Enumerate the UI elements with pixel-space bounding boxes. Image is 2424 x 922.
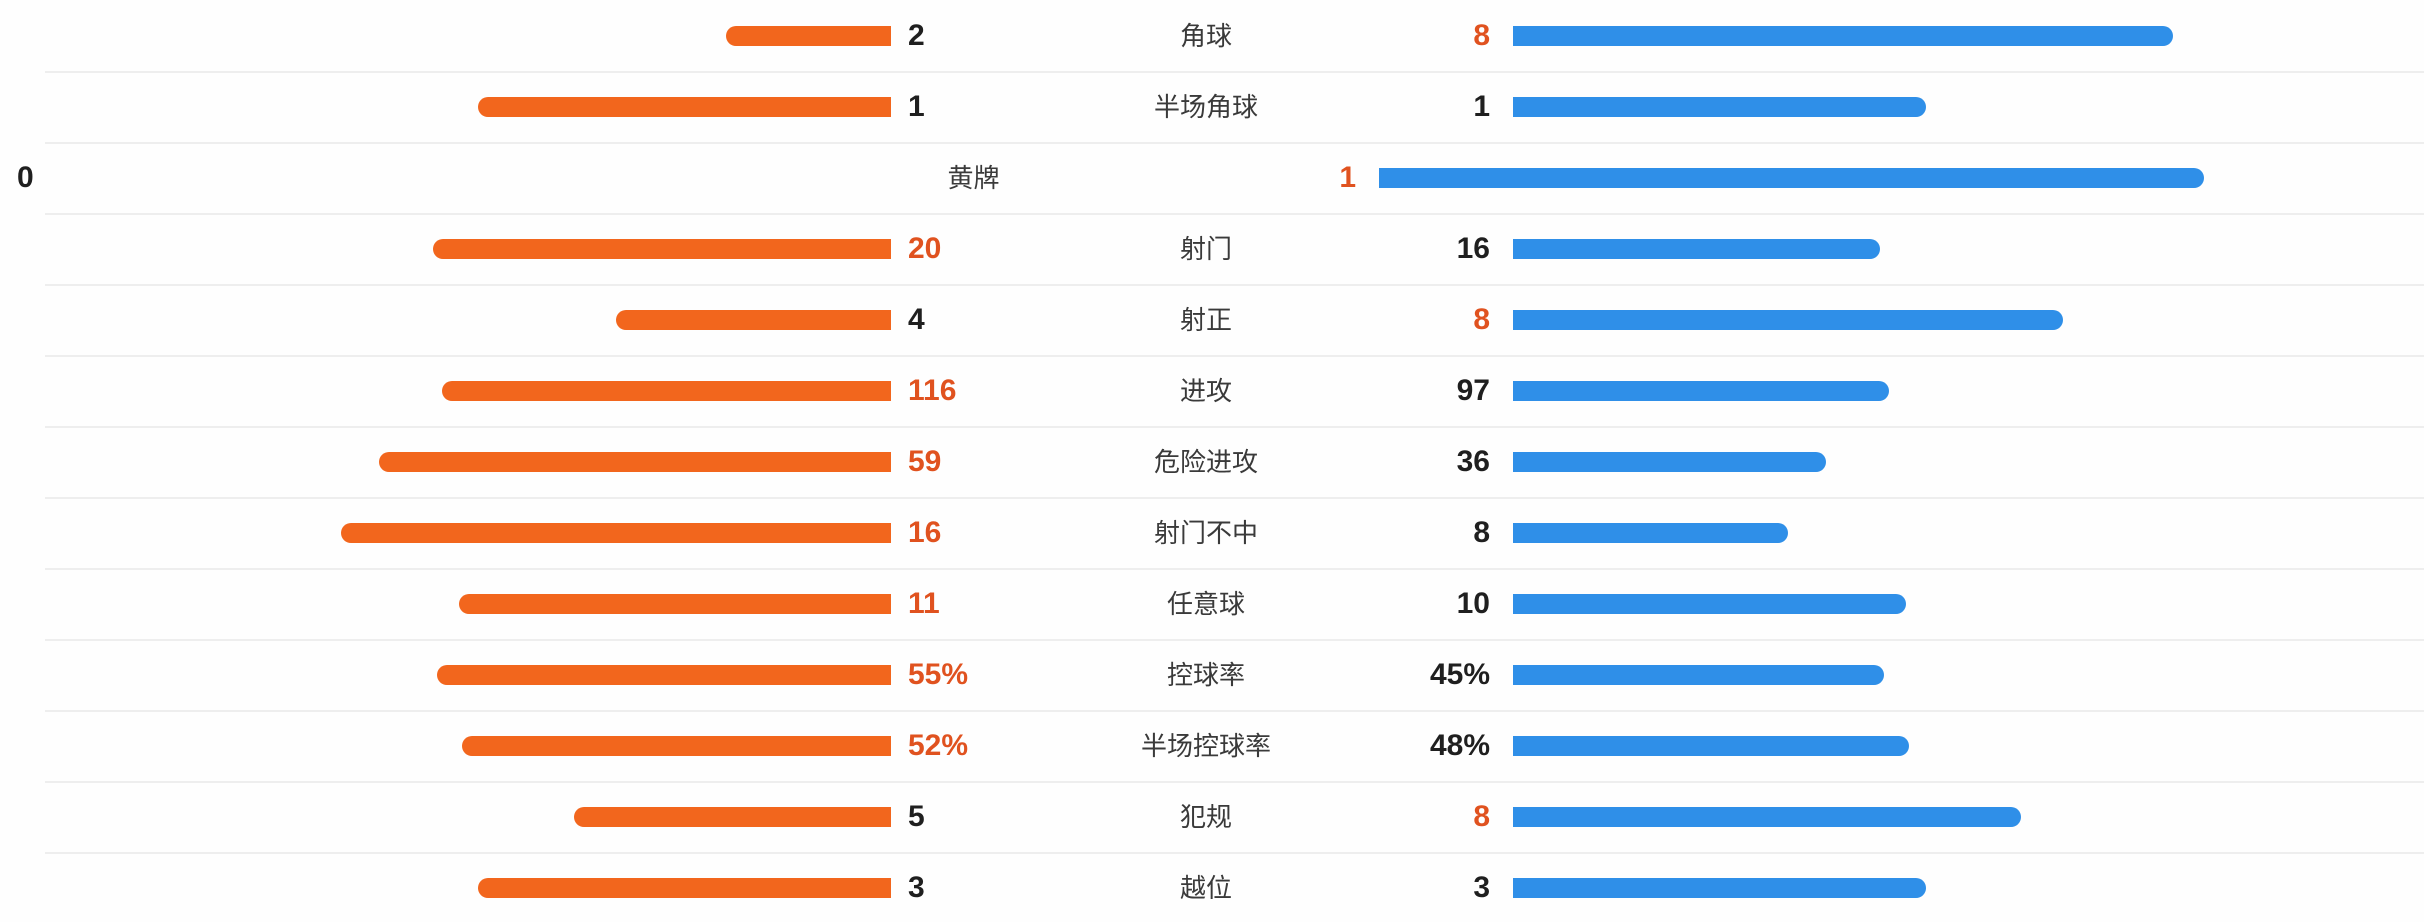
home-bar xyxy=(478,96,891,117)
away-bar xyxy=(1513,380,1889,401)
stat-label: 犯规 xyxy=(1179,801,1232,832)
stat-label: 角球 xyxy=(1179,20,1232,51)
away-bar xyxy=(1513,664,1884,685)
away-bar xyxy=(1513,451,1826,472)
home-value: 5 xyxy=(908,799,925,833)
away-value: 8 xyxy=(1473,18,1490,52)
home-bar xyxy=(437,664,891,685)
home-bar xyxy=(616,309,891,330)
home-value: 0 xyxy=(17,160,34,194)
home-bar xyxy=(462,735,891,756)
home-bar xyxy=(379,451,891,472)
stat-label: 进攻 xyxy=(1179,375,1232,406)
stat-row: 11 任意球 10 xyxy=(0,568,2424,639)
away-value: 1 xyxy=(1339,160,1356,194)
stat-label: 危险进攻 xyxy=(1153,446,1258,477)
away-value: 16 xyxy=(1456,231,1490,265)
stat-row: 2 角球 8 xyxy=(0,0,2424,71)
away-value: 97 xyxy=(1456,373,1490,407)
away-bar xyxy=(1379,167,2204,188)
home-value: 55% xyxy=(908,657,969,691)
home-value: 3 xyxy=(908,870,925,904)
away-bar xyxy=(1513,806,2021,827)
stat-label: 射正 xyxy=(1179,304,1232,335)
away-bar xyxy=(1513,522,1788,543)
home-bar xyxy=(442,380,891,401)
stat-row: 52% 半场控球率 48% xyxy=(0,710,2424,781)
stat-row: 16 射门不中 8 xyxy=(0,497,2424,568)
home-value: 52% xyxy=(908,728,969,762)
home-value: 1 xyxy=(908,89,925,123)
home-value: 11 xyxy=(908,586,940,620)
home-bar xyxy=(478,877,891,898)
stat-label: 射门 xyxy=(1179,233,1232,264)
away-bar xyxy=(1513,877,1926,898)
away-bar xyxy=(1513,96,1926,117)
stat-label: 半场控球率 xyxy=(1140,730,1271,761)
stat-label: 黄牌 xyxy=(947,162,1000,193)
stat-label: 任意球 xyxy=(1166,588,1245,619)
stat-row: 1 半场角球 1 xyxy=(0,71,2424,142)
stat-row: 0 黄牌 1 xyxy=(0,142,2424,213)
stat-row: 3 越位 3 xyxy=(0,852,2424,922)
home-value: 4 xyxy=(908,302,925,336)
stat-label: 控球率 xyxy=(1166,659,1245,690)
stat-label: 射门不中 xyxy=(1153,517,1258,548)
away-value: 8 xyxy=(1473,515,1490,549)
away-value: 8 xyxy=(1473,799,1490,833)
away-bar xyxy=(1513,735,1909,756)
away-value: 8 xyxy=(1473,302,1490,336)
stat-row: 20 射门 16 xyxy=(0,213,2424,284)
home-value: 59 xyxy=(908,444,942,478)
home-bar xyxy=(433,238,891,259)
away-bar xyxy=(1513,593,1906,614)
away-value: 48% xyxy=(1429,728,1490,762)
stat-label: 半场角球 xyxy=(1153,91,1258,122)
away-value: 10 xyxy=(1456,586,1490,620)
home-value: 2 xyxy=(908,18,925,52)
away-bar xyxy=(1513,309,2063,330)
away-value: 45% xyxy=(1429,657,1490,691)
stat-label: 越位 xyxy=(1179,872,1232,903)
home-bar xyxy=(574,806,891,827)
away-bar xyxy=(1513,238,1880,259)
home-bar xyxy=(459,593,891,614)
away-value: 36 xyxy=(1456,444,1490,478)
home-bar xyxy=(726,25,891,46)
home-value: 16 xyxy=(908,515,942,549)
stat-row: 55% 控球率 45% xyxy=(0,639,2424,710)
away-value: 3 xyxy=(1473,870,1490,904)
stat-row: 4 射正 8 xyxy=(0,284,2424,355)
away-bar xyxy=(1513,25,2173,46)
stat-row: 59 危险进攻 36 xyxy=(0,426,2424,497)
home-value: 20 xyxy=(908,231,942,265)
home-bar xyxy=(341,522,891,543)
away-value: 1 xyxy=(1473,89,1490,123)
stat-row: 116 进攻 97 xyxy=(0,355,2424,426)
home-value: 116 xyxy=(908,373,957,407)
stat-row: 5 犯规 8 xyxy=(0,781,2424,852)
